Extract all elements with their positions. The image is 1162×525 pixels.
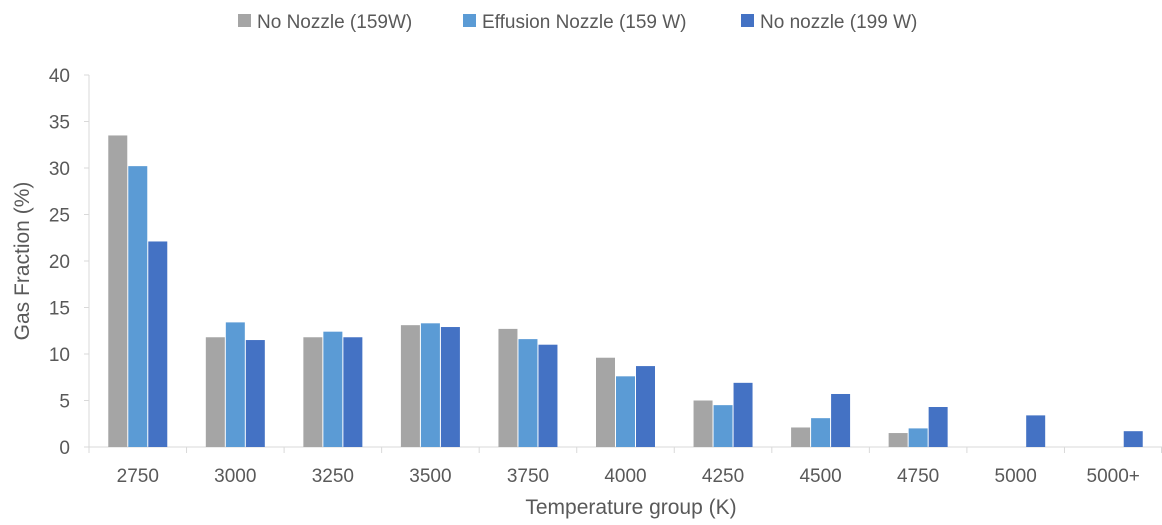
bar-series-1-3000 (205, 337, 225, 447)
legend-swatch (238, 14, 251, 27)
legend-label: Effusion Nozzle (159 W) (482, 12, 687, 33)
x-tick-label: 4250 (702, 466, 744, 487)
x-axis-title: Temperature group (K) (525, 496, 736, 519)
x-tick-label: 4000 (604, 466, 646, 487)
x-tick-label: 3500 (409, 466, 451, 487)
bar-series-3-3000 (245, 340, 265, 447)
bar-series-2-3500 (420, 323, 440, 447)
bar-series-3-4250 (733, 382, 753, 447)
y-tick-label: 25 (49, 206, 70, 227)
bar-series-1-2750 (108, 135, 128, 447)
legend-label: No Nozzle (159W) (257, 12, 412, 33)
y-tick-label: 35 (49, 113, 70, 134)
bar-series-2-2750 (128, 166, 148, 447)
y-tick-label: 0 (59, 438, 70, 459)
x-tick-label: 3750 (507, 466, 549, 487)
x-tick-label: 4500 (799, 466, 841, 487)
bar-series-1-3750 (498, 328, 518, 447)
bar-series-1-4750 (888, 433, 908, 447)
y-tick-label: 30 (49, 159, 70, 180)
y-tick-label: 20 (49, 252, 70, 273)
bar-series-2-3000 (225, 322, 245, 447)
bar-series-2-4000 (616, 376, 635, 447)
x-tick-label: 4750 (897, 466, 939, 487)
legend: No Nozzle (159W) Effusion Nozzle (159 W) N… (238, 12, 917, 33)
bar-series-3-4000 (636, 366, 655, 447)
bar-series-1-3500 (400, 325, 420, 447)
y-axis-title: Gas Fraction (%) (11, 182, 34, 341)
bar-series-3-3750 (538, 344, 558, 447)
bar-series-3-4750 (928, 407, 948, 447)
x-tick-label: 2750 (117, 466, 159, 487)
x-tick-label: 3250 (312, 466, 354, 487)
legend-swatch (463, 14, 476, 27)
bar-series-3-2750 (148, 241, 168, 447)
bar-series-3-3500 (440, 327, 460, 447)
bar-series-1-3250 (303, 337, 323, 447)
bar-series-1-4250 (693, 400, 713, 447)
x-tick-label: 5000 (995, 466, 1037, 487)
bars (108, 135, 1143, 447)
bar-series-3-4500 (831, 393, 851, 447)
legend-label: No nozzle (199 W) (760, 12, 917, 33)
bar-series-3-5000 (1026, 415, 1046, 447)
y-tick-label: 15 (49, 299, 70, 320)
bar-series-1-4000 (596, 357, 615, 447)
bar-series-3-5000+ (1123, 431, 1143, 447)
y-axis: 0 5 10 15 20 25 30 35 40 (49, 66, 90, 459)
bar-series-2-3750 (518, 339, 538, 447)
x-tick-label: 3000 (214, 466, 256, 487)
x-axis: 2750 3000 3250 3500 3750 4000 4250 4500 4750 5000… (88, 446, 1162, 487)
bar-series-3-3250 (343, 337, 363, 447)
y-tick-label: 10 (49, 345, 70, 366)
bar-series-2-3250 (323, 331, 343, 447)
x-tick-label: 5000+ (1087, 466, 1140, 487)
y-tick-label: 40 (49, 66, 70, 87)
bar-series-2-4750 (908, 428, 928, 447)
bar-series-2-4500 (811, 418, 831, 447)
bar-series-1-4500 (791, 427, 811, 447)
legend-swatch (741, 14, 754, 27)
y-tick-label: 5 (59, 392, 70, 413)
bar-series-2-4250 (713, 405, 733, 447)
